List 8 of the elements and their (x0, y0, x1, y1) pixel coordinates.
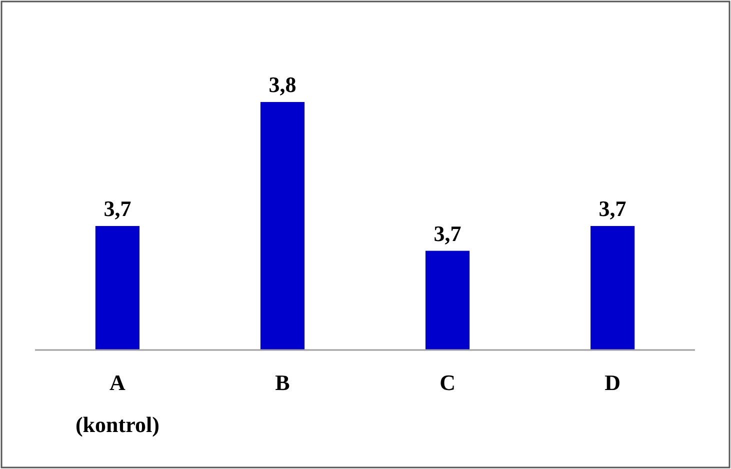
x-tick-label: B (275, 370, 290, 395)
data-label: 3,8 (268, 72, 296, 97)
x-tick-label: A (kontrol) (75, 370, 160, 437)
data-label: 3,7 (434, 220, 462, 246)
x-tick-label: D (604, 370, 621, 395)
data-label: 3,7 (598, 196, 626, 221)
data-label: 3,7 (104, 196, 132, 221)
x-tick-label: C (440, 370, 456, 395)
